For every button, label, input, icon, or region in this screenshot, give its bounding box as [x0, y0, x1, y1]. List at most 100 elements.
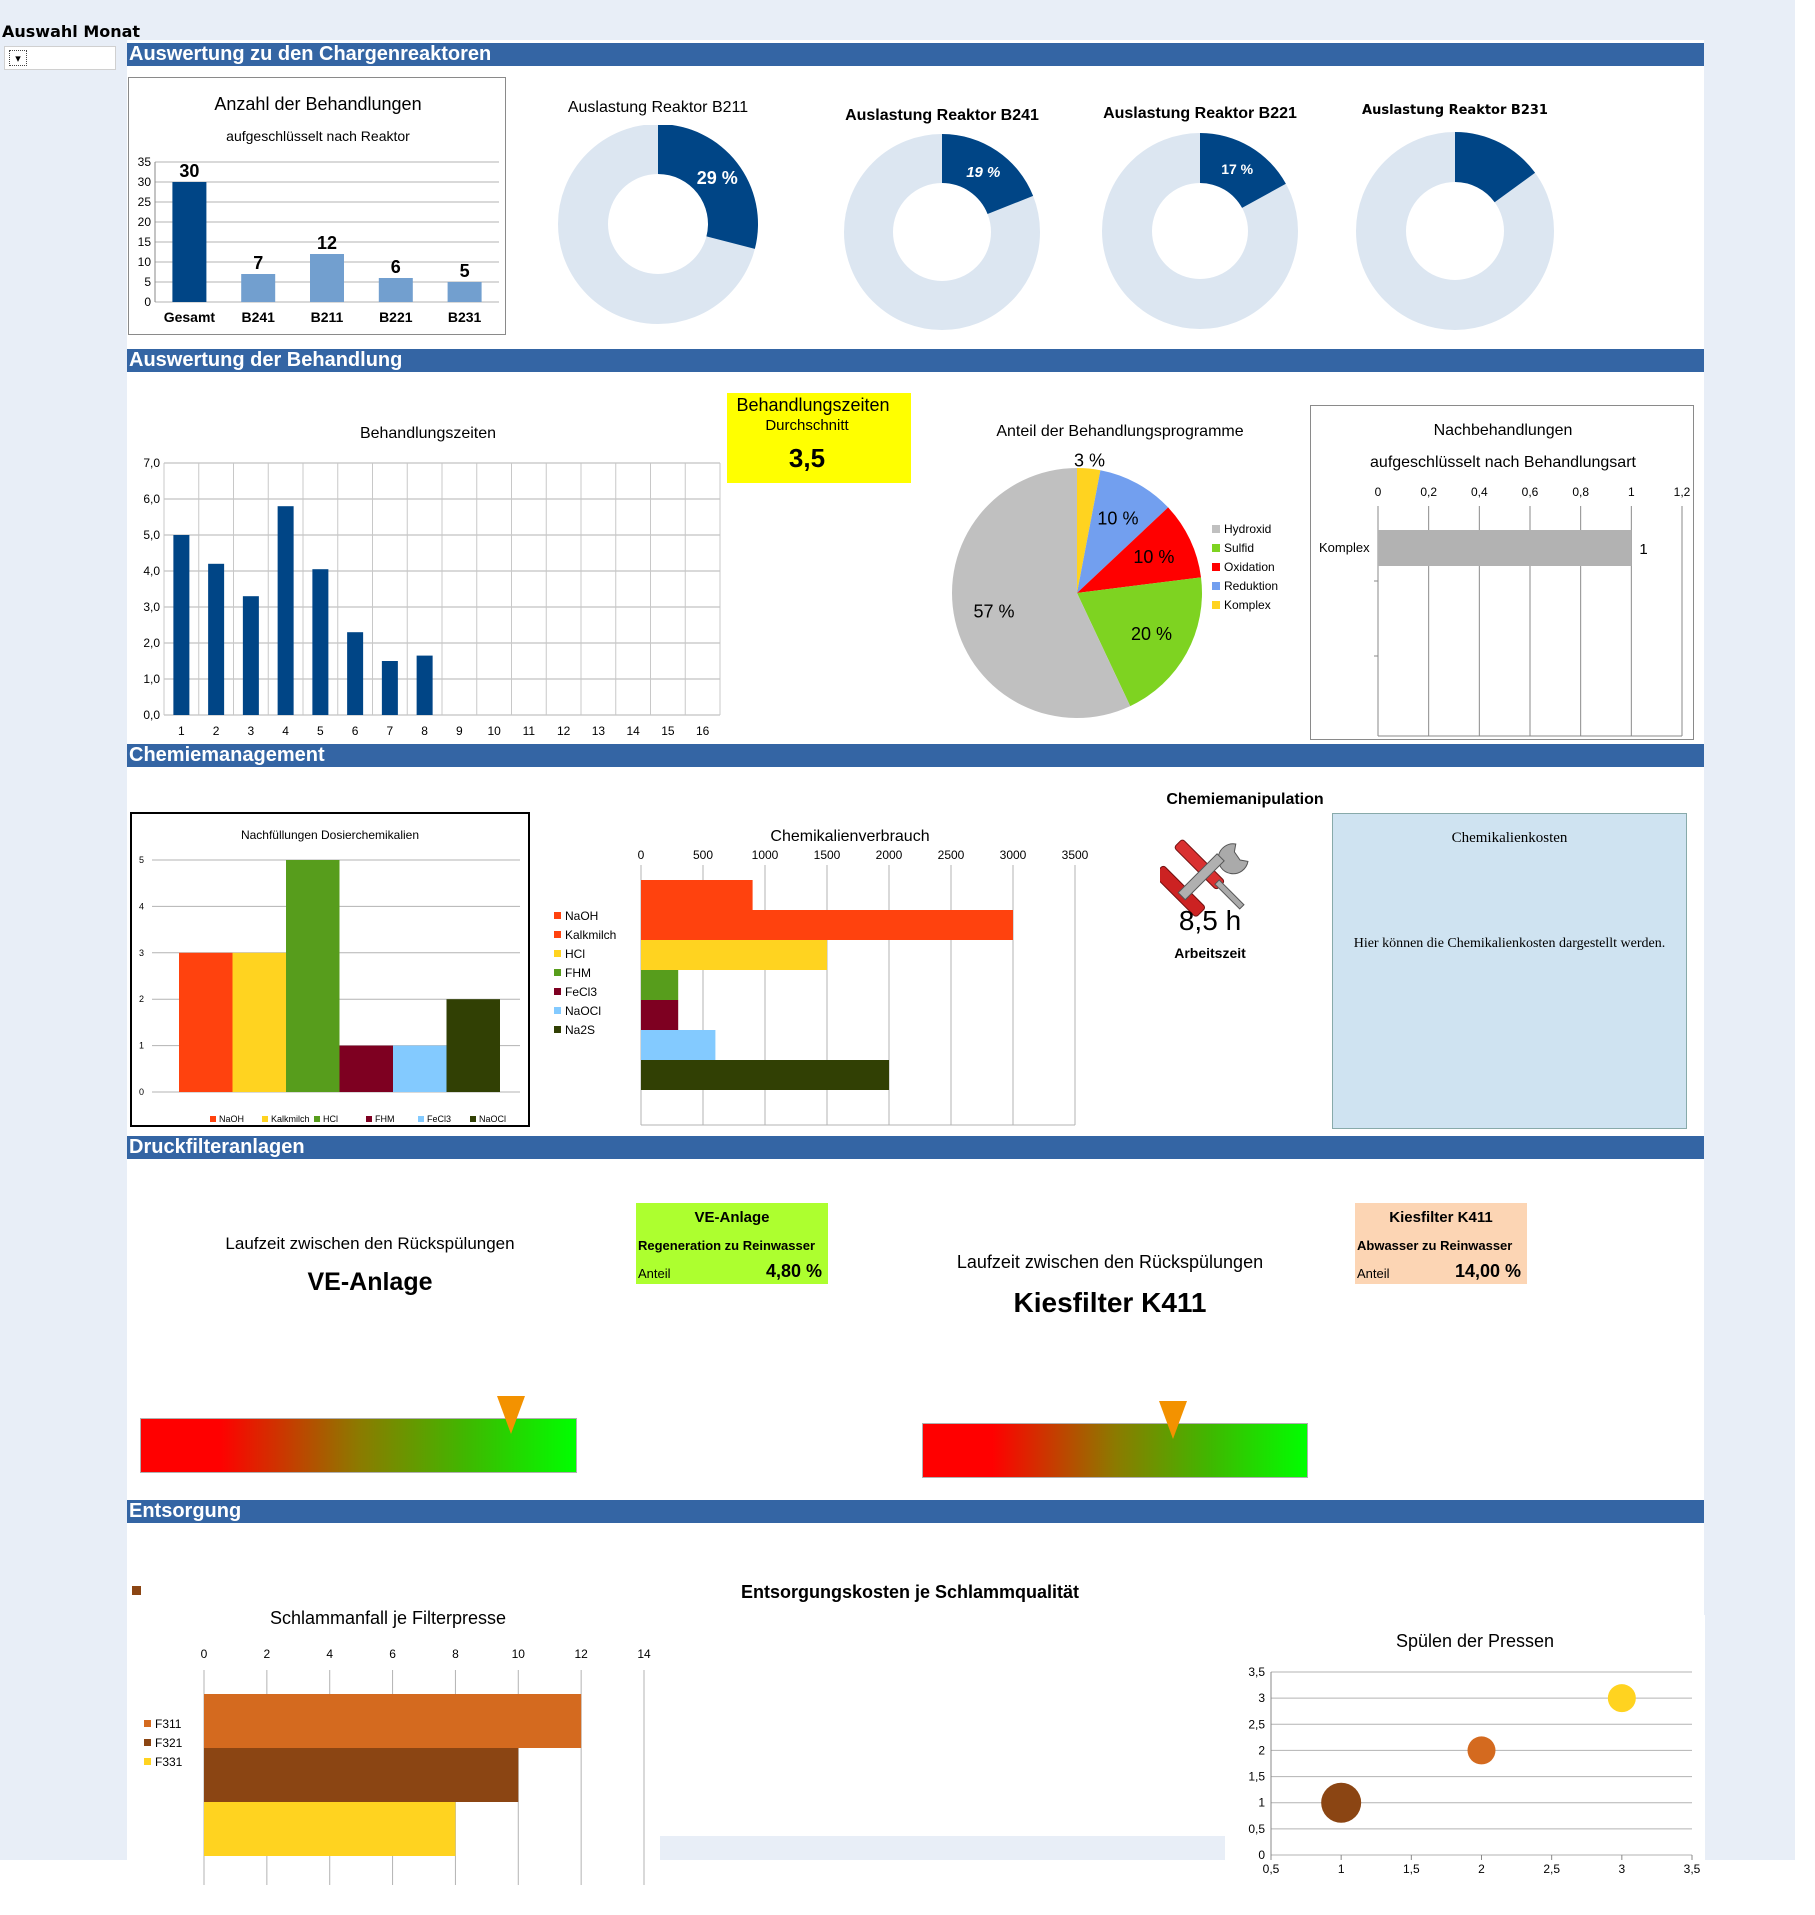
kpi-background — [727, 393, 911, 483]
slice-label: 20 % — [1131, 624, 1172, 644]
legend-label: FHM — [375, 1114, 395, 1124]
bar — [208, 563, 225, 715]
y-tick-label: Komplex — [1319, 540, 1370, 555]
legend-swatch — [554, 912, 561, 919]
y-tick-label: 4,0 — [143, 564, 160, 578]
section-filters: Druckfilteranlagen — [127, 1136, 1704, 1159]
bar — [241, 274, 276, 302]
bar — [310, 254, 344, 302]
bubble — [1607, 1684, 1636, 1713]
donut-label: 29 % — [697, 168, 738, 188]
legend-label: Kalkmilch — [565, 928, 616, 942]
month-selector[interactable]: ▾ — [4, 46, 116, 70]
kpi-title: Kiesfilter K411 — [1389, 1209, 1493, 1226]
ve-gauge-marker — [497, 1396, 526, 1434]
bar — [339, 1045, 393, 1092]
x-tick-label: 6 — [352, 724, 359, 738]
x-tick-label: 12 — [557, 724, 571, 738]
donut-b241: Auslastung Reaktor B241 19 % — [832, 103, 1052, 335]
x-tick-label: 13 — [592, 724, 606, 738]
legend-label: NaOH — [219, 1114, 244, 1124]
chart-title: Chemikalienverbrauch — [770, 828, 930, 845]
x-tick-label: 5 — [317, 724, 324, 738]
legend-label: Hydroxid — [1224, 522, 1271, 536]
bar — [641, 1030, 716, 1060]
donut-plot — [1356, 132, 1554, 330]
verbrauch-plot: 0 500 1000 1500 2000 2500 3000 3500 NaOH Kalkmilc… — [554, 848, 1089, 1126]
y-tick-label: 3,5 — [1248, 1665, 1265, 1679]
legend-label: Komplex — [1224, 598, 1271, 612]
legend-swatch — [1212, 544, 1220, 552]
x-tick-label: 1 — [178, 724, 185, 738]
pie-slice — [1077, 507, 1202, 593]
y-tick-label: 20 — [138, 215, 152, 229]
bar — [204, 1694, 582, 1748]
donut-plot: 29 % — [558, 125, 758, 324]
legend-label: Oxidation — [1224, 560, 1275, 574]
y-tick-label: 5,0 — [143, 528, 160, 542]
kpi-label: Anteil — [1357, 1266, 1390, 1281]
x-tick-label: 8 — [452, 1647, 459, 1661]
schlamm-plot: 0 2 4 6 8 10 12 14 F311 F321 F331 — [144, 1647, 651, 1885]
x-tick-label: 0 — [1375, 485, 1382, 499]
data-label: 6 — [391, 257, 401, 277]
bar — [641, 1000, 679, 1030]
legend-swatch — [144, 1720, 151, 1727]
pie-slice — [1077, 577, 1202, 707]
legend-swatch — [554, 969, 561, 976]
data-label: 30 — [179, 161, 199, 181]
chevron-down-icon[interactable]: ▾ — [9, 50, 27, 66]
y-tick-label: 35 — [138, 155, 152, 169]
donut-label: 17 % — [1221, 161, 1253, 177]
legend-swatch — [144, 1739, 151, 1746]
x-tick-label: 1000 — [752, 848, 779, 862]
nachfuellungen-plot: 0 1 2 3 4 5 NaOH Kalkmilch HCl FHM FeCl3 NaOCl — [139, 855, 520, 1124]
chart-title: Nachfüllungen Dosierchemikalien — [240, 828, 420, 842]
top-background — [0, 0, 1795, 40]
spuelen-plot: 00,511,522,533,50,5 1 1,5 2 2,5 3 3,5 — [1248, 1665, 1700, 1876]
x-tick-label: B231 — [448, 309, 482, 325]
ve-kpi: VE-Anlage Regeneration zu Reinwasser Ant… — [636, 1203, 828, 1284]
legend-label: FHM — [565, 966, 591, 980]
y-tick-label: 6,0 — [143, 492, 160, 506]
x-tick-label: Gesamt — [164, 309, 216, 325]
kpi-title: VE-Anlage — [694, 1209, 770, 1226]
bar — [1378, 530, 1632, 566]
x-tick-label: 3000 — [1000, 848, 1027, 862]
x-tick-label: 0,6 — [1522, 485, 1539, 499]
x-tick-label: 2,5 — [1543, 1862, 1560, 1876]
schlamm-chart: Schlammanfall je Filterpresse 0 2 4 6 8 10 12 1… — [128, 1600, 668, 1890]
legend-label: F311 — [155, 1717, 182, 1731]
chart-title: Anteil der Behandlungsprogramme — [996, 423, 1244, 440]
x-tick-label: 1500 — [814, 848, 841, 862]
section-chemistry: Chemiemanagement — [127, 744, 1704, 767]
x-tick-label: 3 — [1618, 1862, 1625, 1876]
x-tick-label: B221 — [379, 309, 413, 325]
bottom-background — [660, 1836, 1230, 1860]
x-tick-label: 0 — [201, 1647, 208, 1661]
x-tick-label: 1 — [1338, 1862, 1345, 1876]
nachbehandlungen-plot: 0 0,2 0,4 0,6 0,8 1 1,2 Komplex 1 — [1319, 485, 1691, 737]
y-tick-label: 3,0 — [143, 600, 160, 614]
behandlungen-chart: Anzahl der Behandlungen aufgeschlüsselt … — [128, 77, 506, 335]
y-tick-label: 1,5 — [1248, 1770, 1265, 1784]
programme-chart: Anteil der Behandlungsprogramme 3 % 10 % 1… — [940, 415, 1300, 735]
kpi-label: Anteil — [638, 1266, 671, 1281]
legend-swatch — [470, 1116, 476, 1122]
legend-marker — [132, 1586, 141, 1595]
x-tick-label: 0,4 — [1471, 485, 1488, 499]
ve-name: VE-Anlage — [307, 1268, 433, 1296]
chem-manipulation-panel: Chemiemanipulation 8,5 h Arbeitszeit — [1140, 785, 1350, 985]
section-treatment: Auswertung der Behandlung — [127, 349, 1704, 372]
legend-swatch — [262, 1116, 268, 1122]
spuelen-chart: Spülen der Pressen 0 0,5 1 1,5 2 2,5 3 3,5 0,5 1 1… — [1225, 1615, 1705, 1885]
month-selector-label: Auswahl Monat — [2, 22, 141, 41]
chart-title: Schlammanfall je Filterpresse — [269, 1608, 507, 1628]
x-tick-label: 14 — [637, 1647, 651, 1661]
x-tick-label: 8 — [421, 724, 428, 738]
pie-slice — [1077, 470, 1169, 593]
x-tick-label: 7 — [387, 724, 394, 738]
donut-segment — [1200, 133, 1286, 208]
y-tick-label: 10 — [138, 255, 152, 269]
